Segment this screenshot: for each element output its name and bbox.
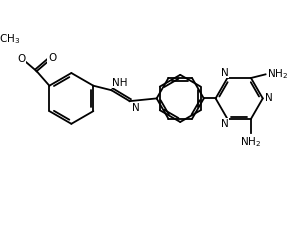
Text: O: O [17, 54, 25, 64]
Text: O: O [48, 53, 56, 63]
Text: N: N [220, 68, 228, 78]
Text: N: N [265, 93, 272, 103]
Text: N: N [220, 119, 228, 129]
Text: CH$_3$: CH$_3$ [0, 32, 20, 46]
Text: N: N [132, 103, 140, 113]
Text: NH: NH [112, 78, 128, 88]
Text: NH$_2$: NH$_2$ [267, 67, 288, 81]
Text: NH$_2$: NH$_2$ [240, 135, 262, 149]
